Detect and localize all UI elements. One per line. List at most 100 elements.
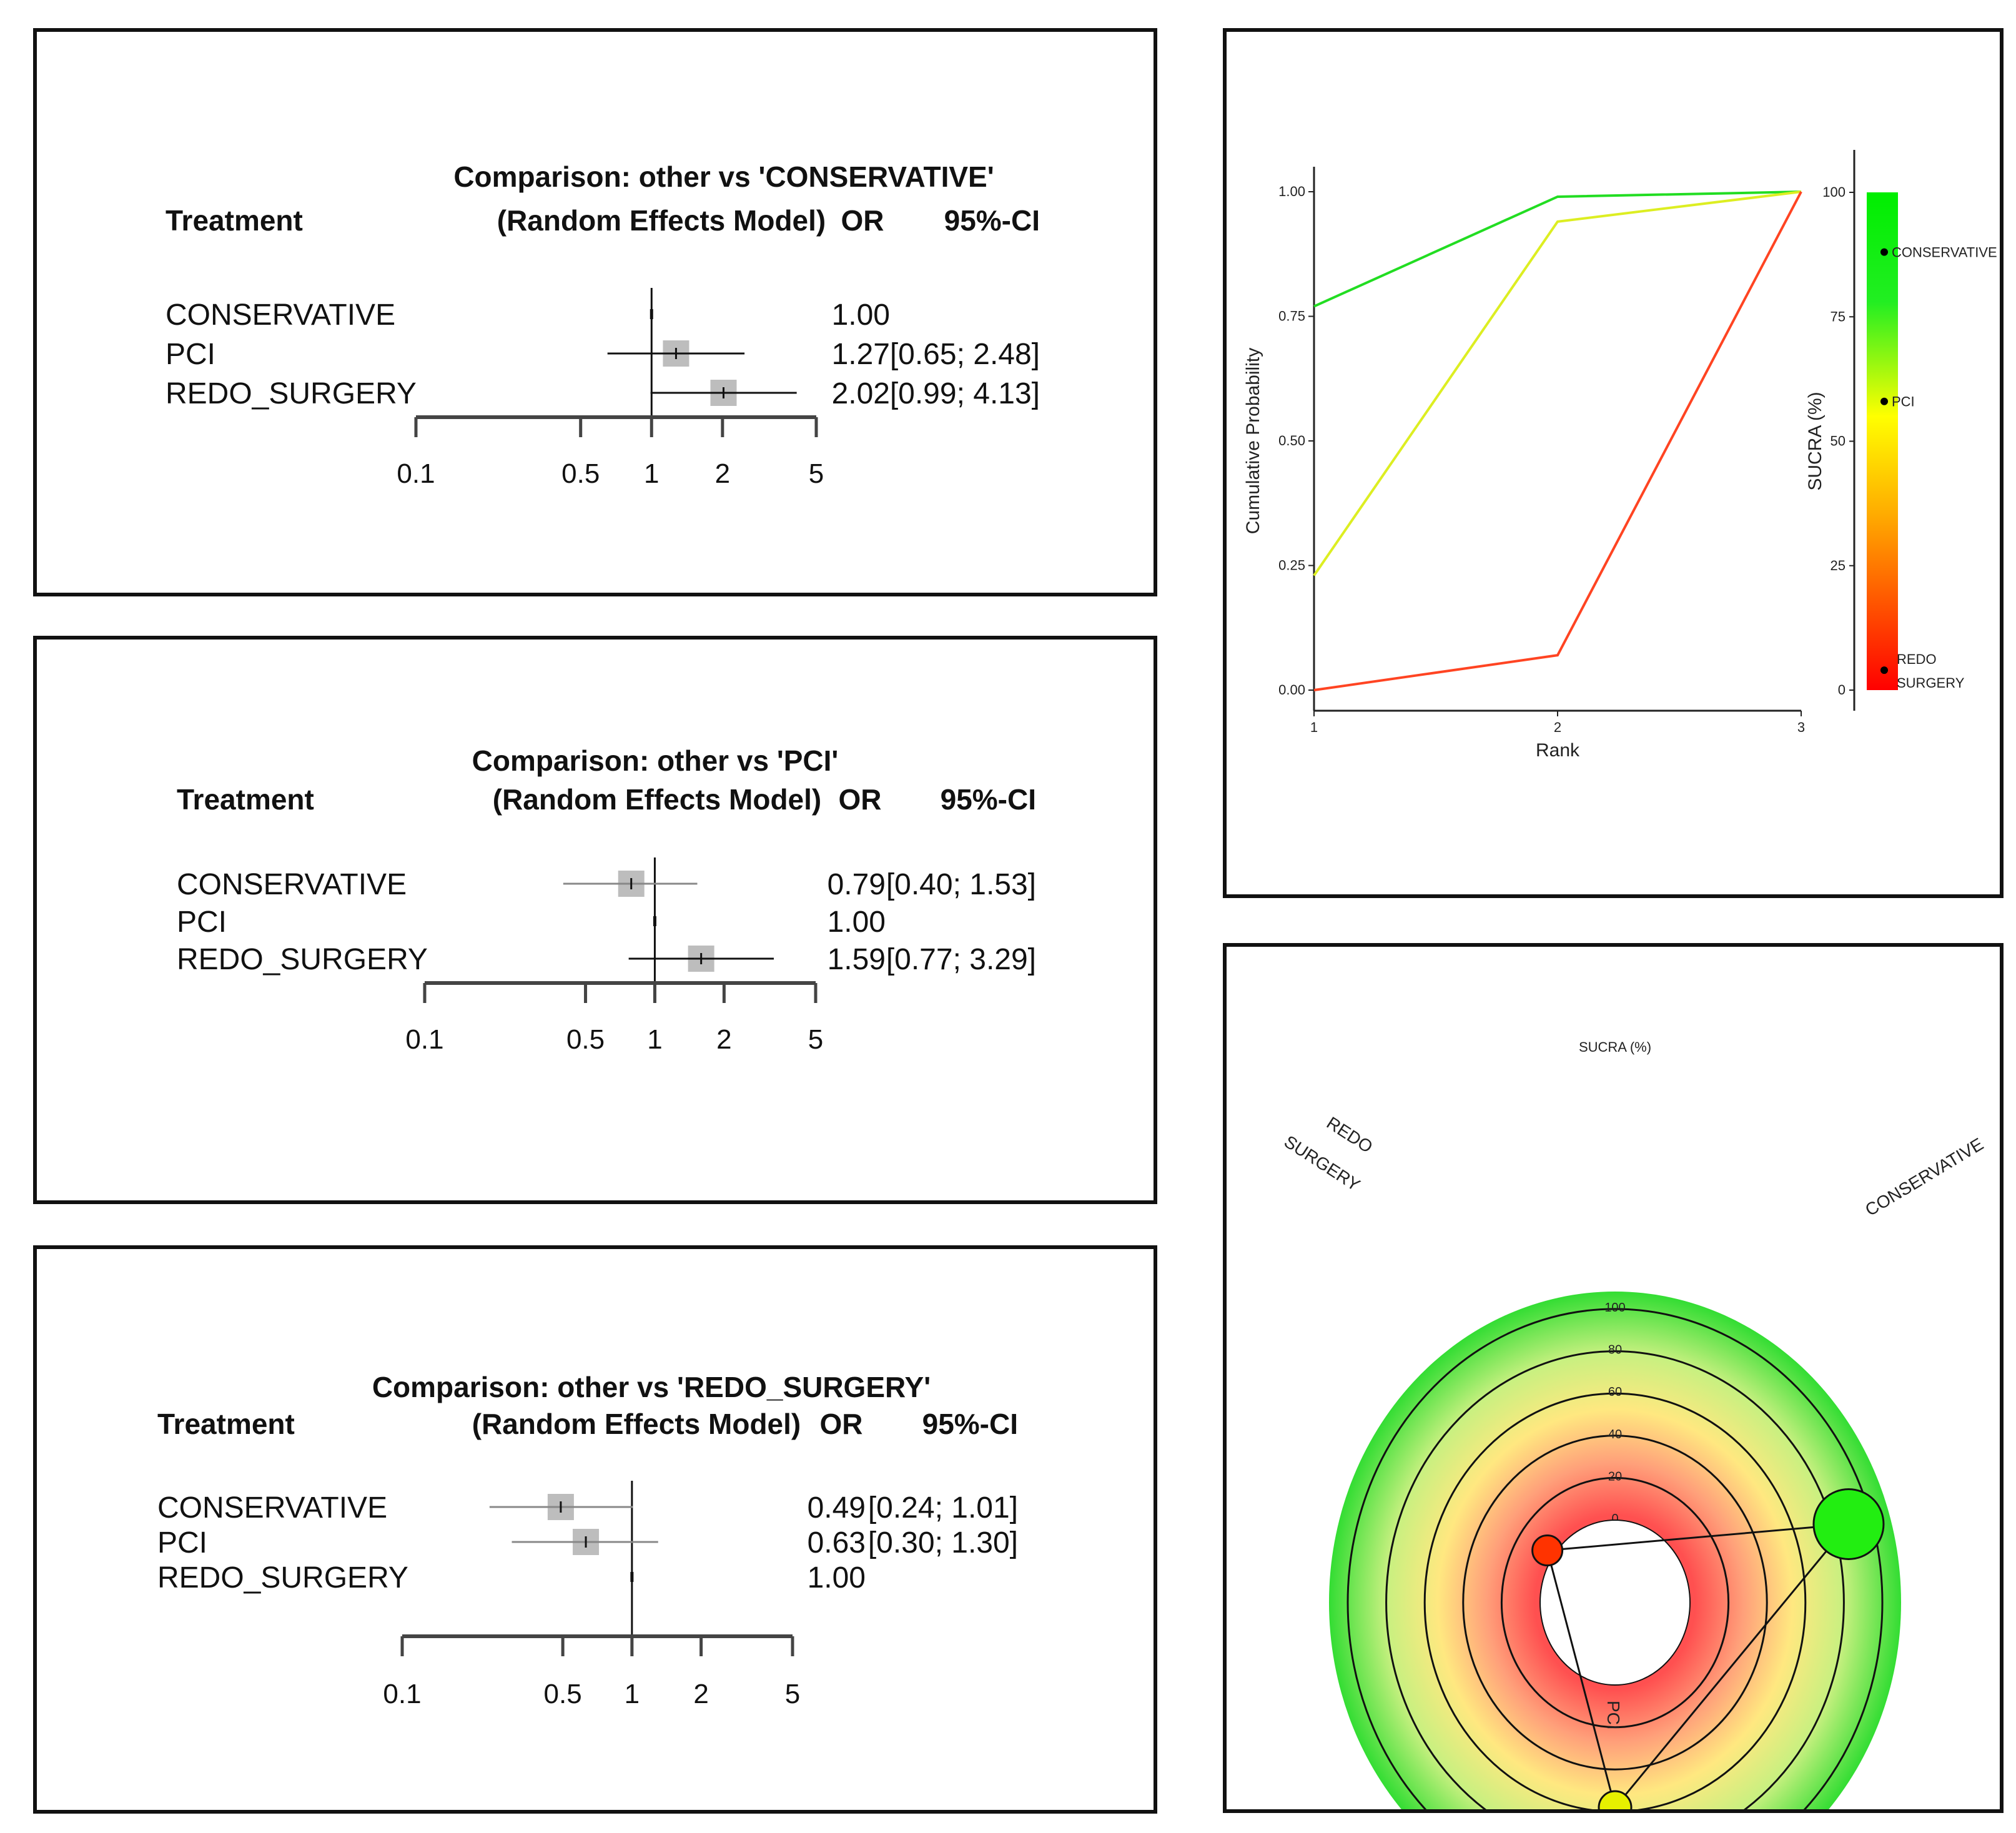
ring-label: 100	[1604, 1301, 1625, 1315]
sucra-colorbar	[1867, 192, 1898, 690]
x-tick-label: 5	[809, 458, 824, 489]
radial-title: SUCRA (%)	[1579, 1039, 1651, 1055]
x-tick-label: 0.5	[561, 458, 600, 489]
x-tick-label: 1	[644, 458, 659, 489]
ci-header: 95%-CI	[922, 1408, 1018, 1440]
treatment-label-redo-surgery: REDO_SURGERY	[157, 1561, 408, 1594]
network-edge	[1547, 1523, 1849, 1552]
model-subtitle: (Random Effects Model)	[493, 783, 821, 816]
ring-label: 0	[1611, 1512, 1618, 1526]
network-edge	[1614, 1523, 1850, 1808]
series-line-pci	[1313, 190, 1802, 576]
plot-title: Comparison: other vs 'REDO_SURGERY'	[372, 1371, 931, 1403]
forest-plot-redo-surgery: Comparison: other vs 'REDO_SURGERY' Treat…	[157, 1371, 1018, 1709]
treatment-label-redo-surgery: REDO_SURGERY	[166, 377, 417, 410]
x-tick-label: 3	[1797, 719, 1805, 735]
plot-title: Comparison: other vs 'PCI'	[472, 744, 839, 777]
treatment-label-pci: PCI	[177, 906, 227, 939]
series-line-conservative	[1313, 190, 1802, 308]
x-tick-label: 0.1	[405, 1024, 443, 1055]
ci-value-redo-surgery: [0.99; 4.13]	[890, 377, 1040, 410]
treatment-label-conservative: CONSERVATIVE	[177, 868, 407, 901]
model-subtitle: (Random Effects Model)	[472, 1408, 801, 1440]
rankogram-chart: 0.00 0.25 0.50 0.75 1.00 1 2 3 Rank Cumulative Pr…	[1243, 150, 1997, 761]
treatment-node-redo-surgery	[1531, 1534, 1564, 1567]
x-axis-title: Rank	[1536, 740, 1580, 761]
forest-plot-pci: Comparison: other vs 'PCI' Treatment (Rand…	[177, 744, 1036, 1055]
sucra-point-pci	[1880, 397, 1888, 405]
y-tick-label: 0.75	[1278, 309, 1305, 324]
or-value-conservative: 0.79	[828, 868, 886, 901]
ring-label: 20	[1608, 1470, 1622, 1483]
ring-label: 80	[1608, 1343, 1622, 1357]
treatment-label-conservative: CONSERVATIVE	[166, 299, 395, 332]
x-tick-label: 1	[625, 1679, 640, 1709]
colorbar-tick-label: 75	[1831, 309, 1846, 324]
sucra-point-conservative	[1880, 248, 1888, 256]
or-value-redo-surgery: 1.00	[808, 1561, 866, 1594]
treatment-node-conservative	[1812, 1488, 1885, 1560]
x-tick-label: 0.1	[383, 1679, 421, 1709]
treatment-header: Treatment	[157, 1408, 295, 1440]
x-tick-label: 1	[1310, 719, 1318, 735]
treatment-label-pci: PCI	[166, 338, 215, 371]
sucra-point-redo-surgery	[1880, 666, 1888, 674]
model-subtitle: (Random Effects Model)	[497, 204, 826, 237]
x-tick-label: 2	[1554, 719, 1561, 735]
colorbar-tick-label: 50	[1831, 433, 1846, 449]
ring-60	[1423, 1392, 1807, 1809]
series-line-redo-surgery	[1313, 191, 1802, 691]
sucra-radial-panel: 0 20 40 60 80 100 SUCRA (%) CONSERVATIVE PCI REDO…	[1223, 943, 2004, 1813]
ring-80	[1385, 1350, 1845, 1809]
ring-20	[1500, 1476, 1730, 1729]
or-header: OR	[820, 1408, 863, 1440]
x-tick-label: 5	[808, 1024, 823, 1055]
ci-value-redo-surgery: [0.77; 3.29]	[886, 943, 1036, 976]
or-value-redo-surgery: 1.59	[828, 943, 886, 976]
rankogram-panel: 0.00 0.25 0.50 0.75 1.00 1 2 3 Rank Cumulative Pr…	[1223, 28, 2004, 898]
or-value-conservative: 1.00	[832, 299, 890, 332]
treatment-label-conservative: CONSERVATIVE	[157, 1491, 387, 1524]
ring-100	[1346, 1308, 1884, 1809]
network-edge	[1546, 1550, 1616, 1808]
or-header: OR	[839, 783, 882, 816]
colorbar-tick-label: 25	[1831, 558, 1846, 573]
center-hole	[1539, 1519, 1691, 1686]
or-value-pci: 0.63	[808, 1526, 866, 1559]
x-tick-label: 5	[785, 1679, 800, 1709]
ci-value-conservative: [0.40; 1.53]	[886, 868, 1036, 901]
treatment-label-pci: PCI	[157, 1526, 207, 1559]
treatment-label-redo-surgery: REDO_SURGERY	[177, 943, 428, 976]
colorbar-tick-label: 0	[1838, 682, 1846, 698]
forest-panel-redo-surgery: Comparison: other vs 'REDO_SURGERY' Treat…	[33, 1245, 1157, 1814]
sucra-point-label-pci: PCI	[1892, 394, 1915, 410]
or-value-pci: 1.00	[828, 906, 886, 939]
treatment-label-redo-surgery: REDO	[1323, 1113, 1376, 1157]
treatment-node-pci	[1598, 1790, 1633, 1809]
ring-label: 60	[1608, 1385, 1622, 1399]
x-tick-label: 0.1	[397, 458, 435, 489]
x-tick-label: 1	[647, 1024, 662, 1055]
sucra-point-label-redo-surgery: SURGERY	[1897, 675, 1965, 691]
treatment-label-conservative: CONSERVATIVE	[1862, 1134, 1987, 1220]
ci-header: 95%-CI	[941, 783, 1036, 816]
y-tick-label: 1.00	[1278, 184, 1305, 199]
ci-value-conservative: [0.24; 1.01]	[868, 1491, 1018, 1524]
forest-panel-conservative: Comparison: other vs 'CONSERVATIVE' Treat…	[33, 28, 1157, 596]
sucra-radial-chart: 0 20 40 60 80 100 SUCRA (%) CONSERVATIVE PCI REDO…	[1281, 1039, 1987, 1809]
or-value-redo-surgery: 2.02	[832, 377, 890, 410]
x-tick-label: 2	[716, 1024, 731, 1055]
treatment-header: Treatment	[177, 783, 314, 816]
y-tick-label: 0.00	[1278, 682, 1305, 698]
colorbar-title: SUCRA (%)	[1805, 392, 1826, 490]
x-tick-label: 0.5	[544, 1679, 582, 1709]
y-axis-title: Cumulative Probability	[1243, 348, 1263, 534]
forest-plot-conservative: Comparison: other vs 'CONSERVATIVE' Treat…	[166, 161, 1040, 489]
colorbar-tick-label: 100	[1822, 184, 1846, 200]
ci-header: 95%-CI	[944, 204, 1040, 237]
or-value-pci: 1.27	[832, 338, 890, 371]
plot-title: Comparison: other vs 'CONSERVATIVE'	[453, 161, 994, 193]
x-tick-label: 2	[693, 1679, 708, 1709]
forest-panel-pci: Comparison: other vs 'PCI' Treatment (Rand…	[33, 636, 1157, 1204]
ring-40	[1462, 1435, 1768, 1771]
